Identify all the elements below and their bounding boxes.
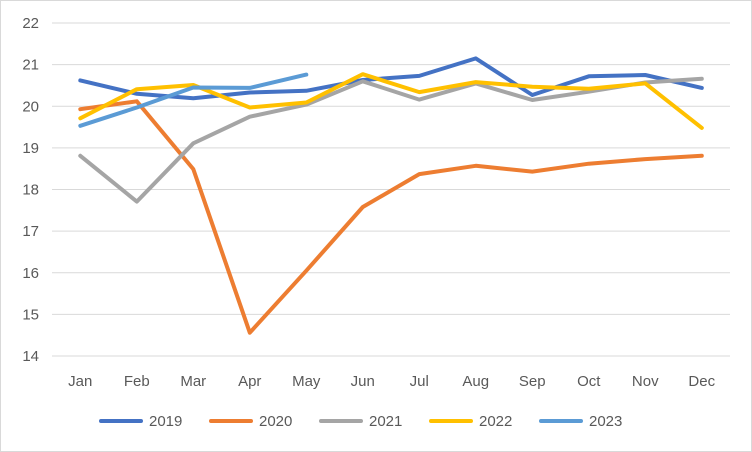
- series-line-2023: [78, 72, 309, 128]
- y-axis-tick-labels: 14 15 16 17 18 19 20 21 22: [22, 15, 39, 365]
- y-tick-label: 20: [22, 98, 39, 115]
- legend-label: 2023: [589, 413, 622, 430]
- y-tick-label: 18: [22, 182, 39, 199]
- x-tick-label: Sep: [519, 373, 546, 390]
- x-tick-label: Jul: [410, 373, 429, 390]
- y-tick-label: 22: [22, 15, 39, 32]
- x-tick-label: Aug: [462, 373, 489, 390]
- y-tick-label: 21: [22, 57, 39, 74]
- legend-label: 2020: [259, 413, 292, 430]
- x-tick-label: Jun: [351, 373, 375, 390]
- y-tick-label: 14: [22, 348, 39, 365]
- x-tick-label: Mar: [180, 373, 206, 390]
- x-tick-label: Oct: [577, 373, 601, 390]
- legend-label: 2021: [369, 413, 402, 430]
- legend: 2019 2020 2021 2022 2023: [99, 413, 622, 430]
- series-line-2020: [78, 99, 704, 335]
- x-tick-label: Nov: [632, 373, 659, 390]
- y-tick-label: 15: [22, 306, 39, 323]
- series-line-2022: [78, 72, 704, 130]
- x-tick-label: Feb: [124, 373, 150, 390]
- x-tick-label: Dec: [688, 373, 715, 390]
- legend-label: 2022: [479, 413, 512, 430]
- y-tick-label: 16: [22, 265, 39, 282]
- series-lines: [78, 56, 704, 335]
- x-tick-label: Apr: [238, 373, 261, 390]
- legend-label: 2019: [149, 413, 182, 430]
- series-line-2019: [78, 56, 704, 101]
- y-tick-label: 19: [22, 140, 39, 157]
- x-tick-label: May: [292, 373, 321, 390]
- series-line-2021: [78, 76, 704, 204]
- y-tick-label: 17: [22, 223, 39, 240]
- x-tick-label: Jan: [68, 373, 92, 390]
- x-axis-tick-labels: Jan Feb Mar Apr May Jun Jul Aug Sep Oct Nov Dec: [68, 373, 715, 390]
